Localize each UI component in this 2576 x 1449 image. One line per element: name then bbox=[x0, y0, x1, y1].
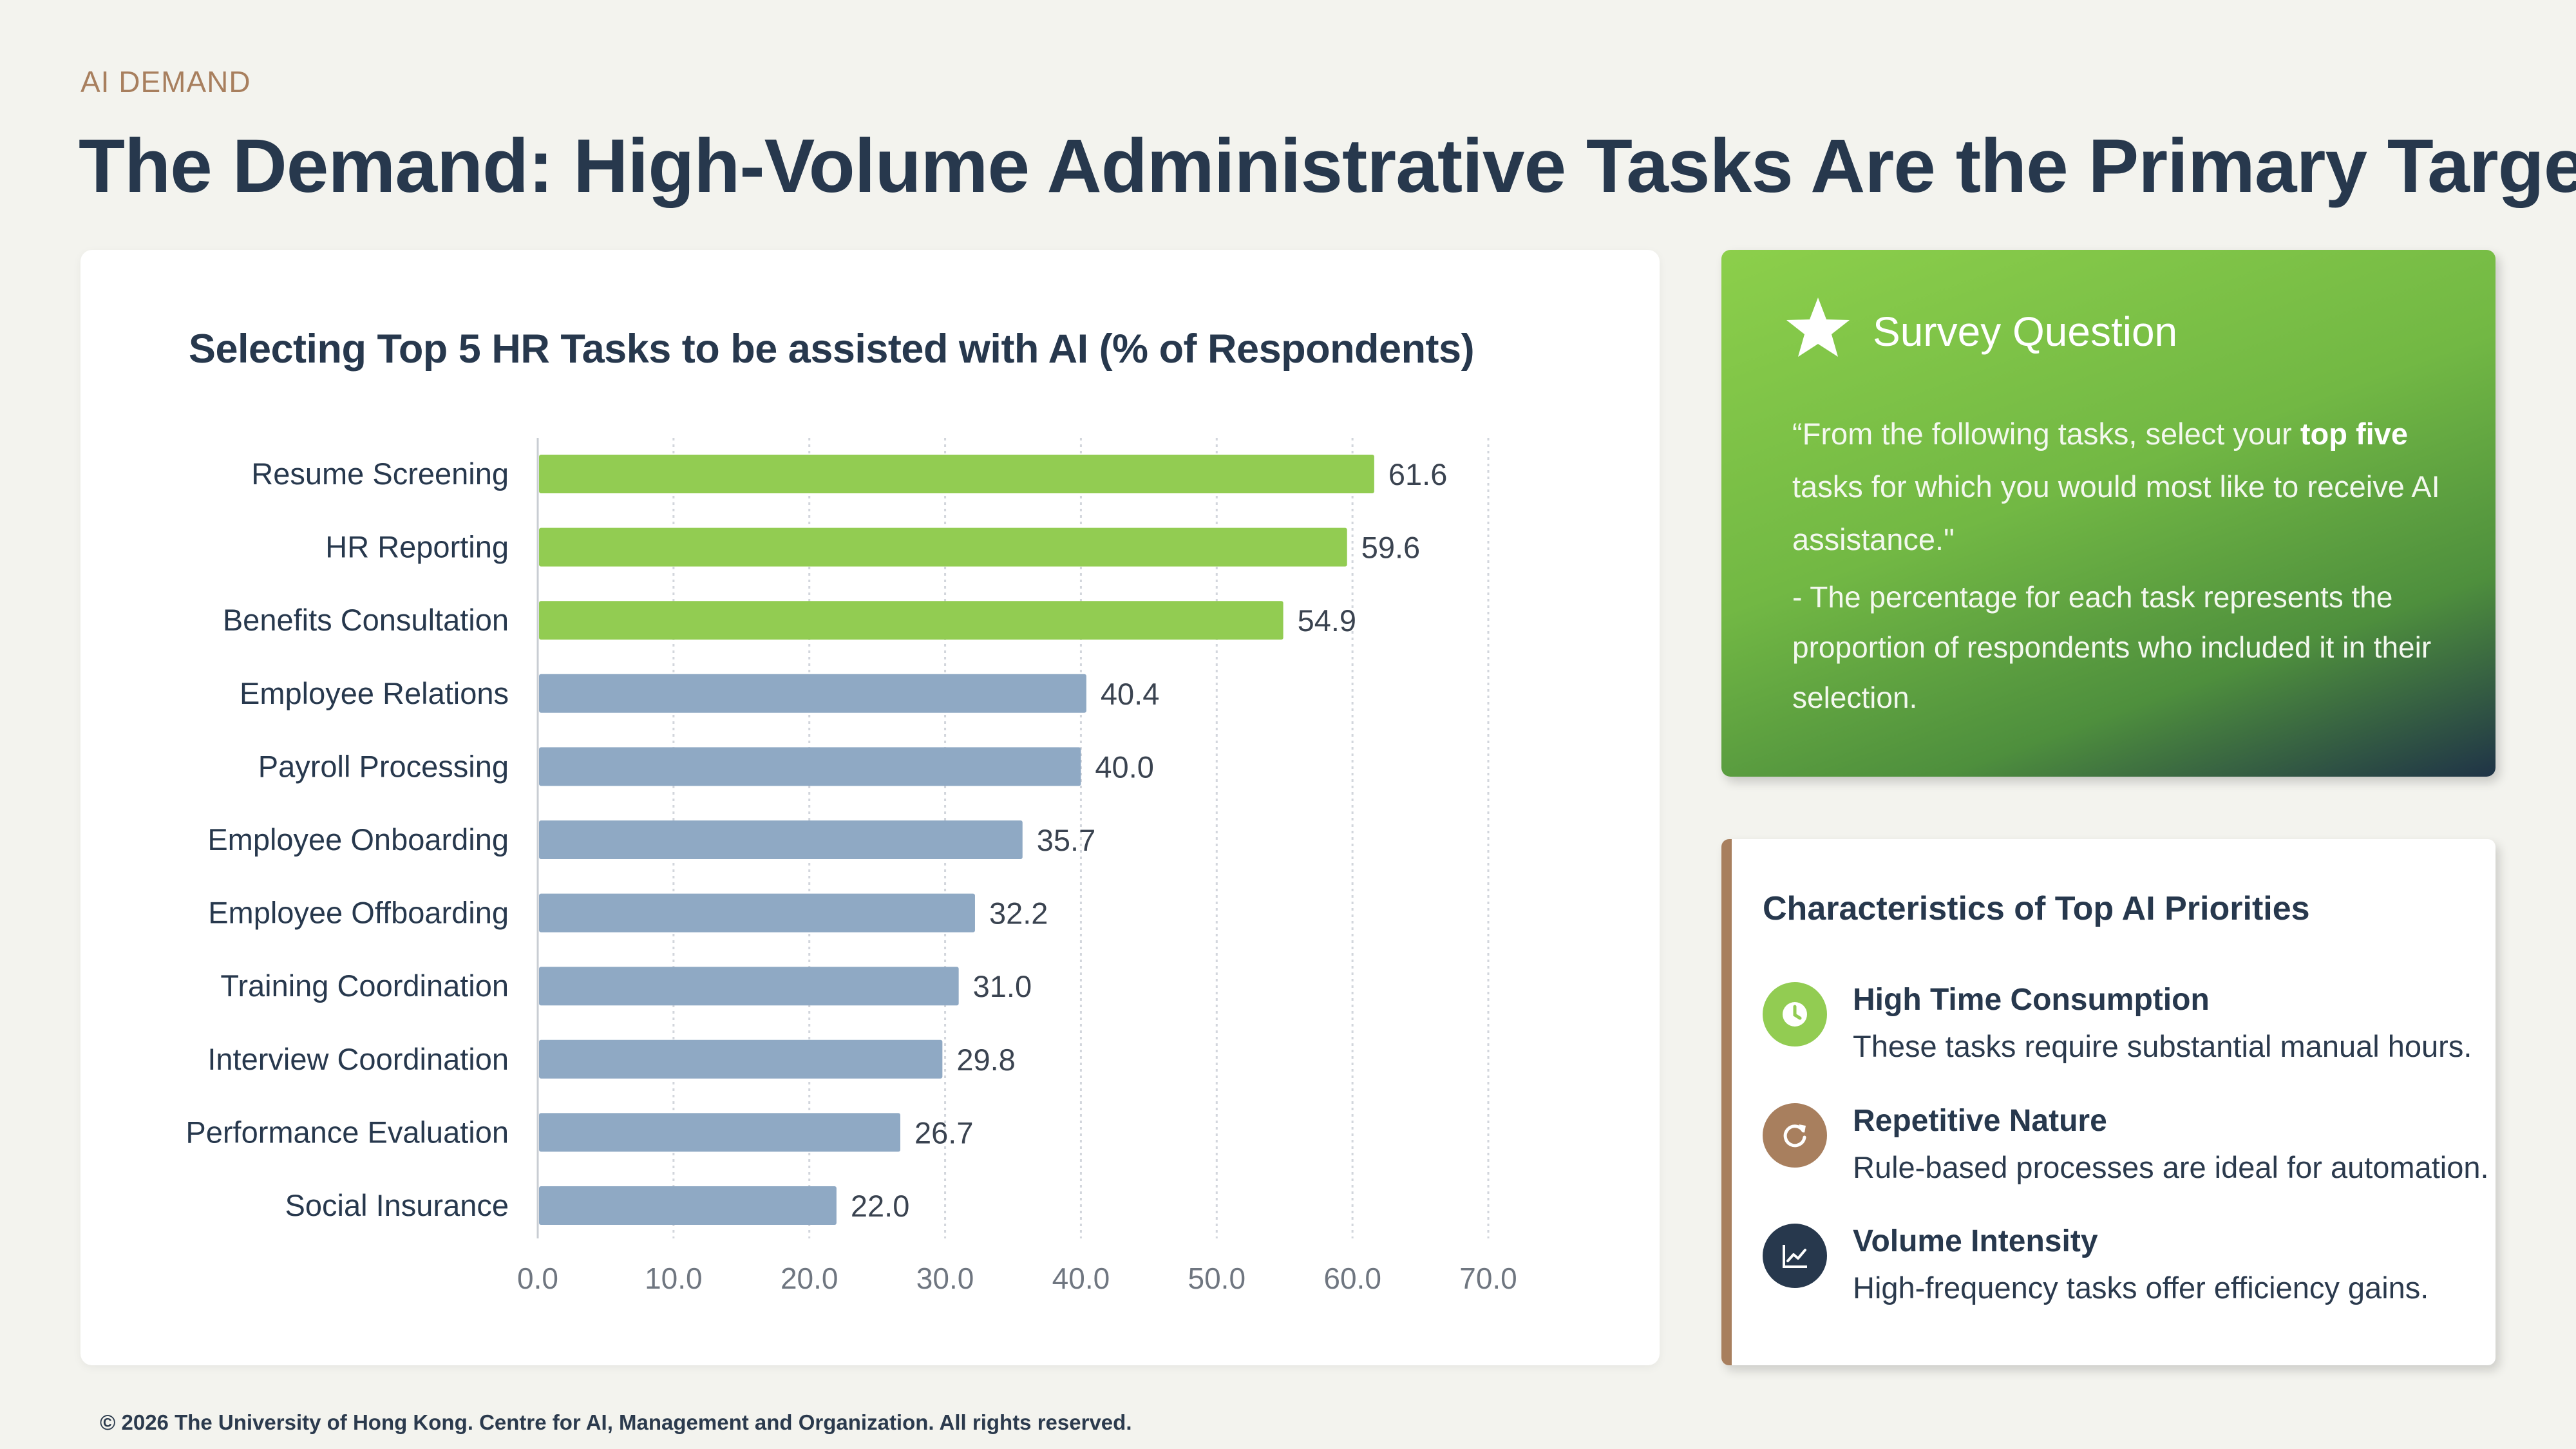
survey-quote-start: “From the following tasks, select your bbox=[1792, 417, 2300, 451]
value-label: 22.0 bbox=[851, 1189, 909, 1223]
value-label: 35.7 bbox=[1037, 823, 1095, 857]
section-eyebrow: AI DEMAND bbox=[80, 65, 251, 99]
survey-note: - The percentage for each task represent… bbox=[1792, 580, 2432, 714]
bar bbox=[539, 674, 1086, 713]
characteristic-text: High-frequency tasks offer efficiency ga… bbox=[1853, 1271, 2429, 1305]
x-tick-label: 10.0 bbox=[645, 1262, 703, 1295]
refresh-icon bbox=[1763, 1103, 1827, 1168]
bar bbox=[539, 820, 1023, 859]
characteristic-text: These tasks require substantial manual h… bbox=[1853, 1029, 2472, 1063]
category-label: Employee Relations bbox=[240, 676, 509, 710]
category-label: Benefits Consultation bbox=[223, 603, 509, 637]
bar bbox=[539, 601, 1283, 640]
characteristic-item: High Time Consumption These tasks requir… bbox=[1763, 982, 2484, 1085]
characteristic-item: Volume Intensity High-frequency tasks of… bbox=[1763, 1224, 2484, 1327]
x-tick-label: 40.0 bbox=[1052, 1262, 1110, 1295]
x-tick-label: 70.0 bbox=[1459, 1262, 1517, 1295]
category-label: Performance Evaluation bbox=[185, 1115, 509, 1149]
value-label: 54.9 bbox=[1298, 603, 1356, 638]
characteristic-item: Repetitive Nature Rule-based processes a… bbox=[1763, 1103, 2489, 1206]
clock-icon bbox=[1763, 982, 1827, 1046]
x-tick-label: 20.0 bbox=[781, 1262, 838, 1295]
bar bbox=[539, 455, 1374, 493]
category-label: Payroll Processing bbox=[258, 749, 509, 783]
survey-title: Survey Question bbox=[1873, 308, 2178, 355]
value-label: 40.0 bbox=[1095, 750, 1153, 784]
x-tick-label: 30.0 bbox=[916, 1262, 974, 1295]
bar bbox=[539, 893, 975, 933]
characteristic-heading: Volume Intensity bbox=[1853, 1224, 2098, 1258]
x-tick-label: 60.0 bbox=[1323, 1262, 1381, 1295]
x-tick-label: 0.0 bbox=[517, 1262, 558, 1295]
characteristics-title: Characteristics of Top AI Priorities bbox=[1763, 890, 2310, 927]
chart-title: Selecting Top 5 HR Tasks to be assisted … bbox=[188, 327, 1475, 372]
category-label: Employee Offboarding bbox=[208, 896, 509, 930]
star-icon bbox=[1786, 298, 1850, 357]
category-label: Social Insurance bbox=[285, 1188, 509, 1222]
survey-quote: “From the following tasks, select your t… bbox=[1792, 408, 2443, 566]
page-title: The Demand: High-Volume Administrative T… bbox=[79, 124, 2576, 209]
category-label: Employee Onboarding bbox=[207, 822, 509, 857]
survey-quote-emphasis: top five bbox=[2300, 417, 2408, 451]
bar bbox=[539, 1039, 943, 1079]
characteristic-text: Rule-based processes are ideal for autom… bbox=[1853, 1150, 2489, 1184]
characteristics-card: Characteristics of Top AI Priorities Hig… bbox=[1721, 839, 2496, 1365]
category-label: Training Coordination bbox=[220, 969, 509, 1003]
x-tick-label: 50.0 bbox=[1188, 1262, 1246, 1295]
value-label: 59.6 bbox=[1361, 531, 1420, 565]
bar bbox=[539, 747, 1081, 786]
bar bbox=[539, 1186, 837, 1225]
value-label: 29.8 bbox=[956, 1043, 1015, 1077]
value-label: 26.7 bbox=[914, 1115, 973, 1150]
characteristic-heading: High Time Consumption bbox=[1853, 983, 2210, 1017]
trend-chart-icon bbox=[1763, 1224, 1827, 1288]
bar bbox=[539, 967, 959, 1006]
chart-card: Selecting Top 5 HR Tasks to be assisted … bbox=[80, 250, 1660, 1365]
value-label: 32.2 bbox=[989, 896, 1048, 931]
bar-chart: 0.0 10.0 20.0 30.0 40.0 50.0 60.0 70.0 Resume Sc… bbox=[185, 438, 1517, 1295]
characteristic-heading: Repetitive Nature bbox=[1853, 1104, 2107, 1138]
bar bbox=[539, 1113, 900, 1152]
category-label: HR Reporting bbox=[325, 530, 509, 564]
value-label: 40.4 bbox=[1101, 677, 1159, 711]
value-label: 61.6 bbox=[1388, 457, 1447, 491]
value-label: 31.0 bbox=[973, 969, 1032, 1003]
bar bbox=[539, 527, 1347, 567]
category-label: Resume Screening bbox=[251, 457, 509, 491]
copyright-footer: © 2026 The University of Hong Kong. Cent… bbox=[100, 1410, 1132, 1434]
survey-quote-end: tasks for which you would most like to r… bbox=[1792, 469, 2440, 556]
survey-question-card: Survey Question “From the following task… bbox=[1721, 250, 2496, 777]
category-label: Interview Coordination bbox=[207, 1042, 509, 1076]
